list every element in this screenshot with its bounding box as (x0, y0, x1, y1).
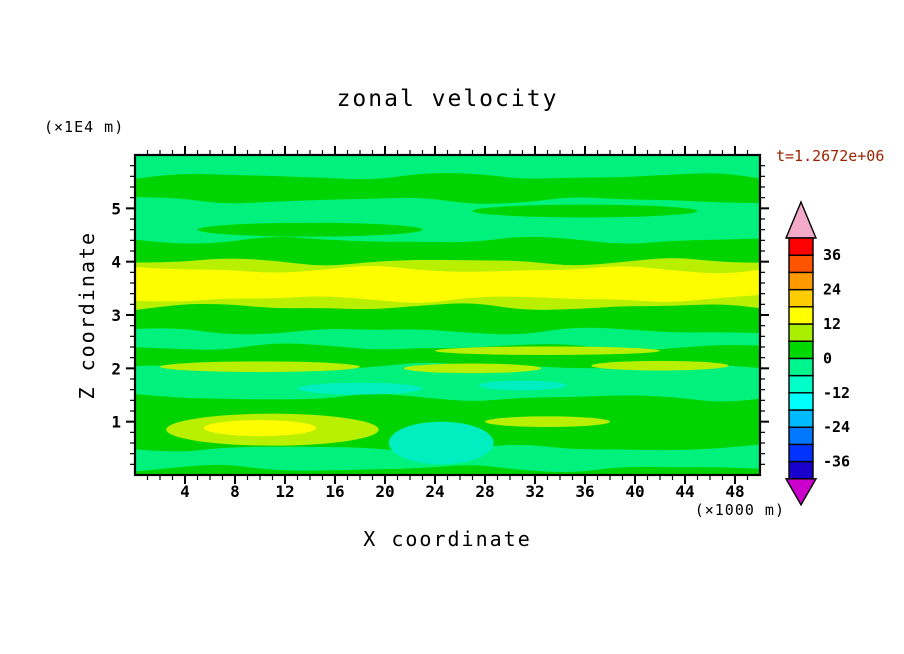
contour-feature (591, 360, 729, 371)
y-tick-label: 5 (111, 199, 121, 218)
x-tick-label: 12 (275, 482, 294, 501)
contour-feature (297, 382, 423, 395)
contour-feature (160, 361, 360, 373)
plot-frame (133, 153, 762, 477)
colorbar-tick-label: -12 (823, 384, 850, 402)
x-tick-label: 32 (525, 482, 544, 501)
colorbar-segment (788, 460, 814, 480)
x-tick-label: 24 (425, 482, 444, 501)
x-tick-label: 40 (625, 482, 644, 501)
contour-feature (472, 204, 698, 218)
x-tick-label: 28 (475, 482, 494, 501)
plot-title: zonal velocity (336, 86, 559, 112)
colorbar: 36 24 12 0 -12 -24 -36 (784, 200, 850, 507)
y-axis-unit: (×1E4 m) (44, 118, 125, 136)
contour-band (135, 464, 760, 475)
x-axis-title: X coordinate (363, 527, 532, 551)
colorbar-segment (788, 271, 814, 291)
x-tick-label: 16 (325, 482, 344, 501)
x-axis-unit: (×1000 m) (694, 501, 785, 519)
contour-feature (203, 420, 317, 437)
colorbar-segment (788, 374, 814, 394)
colorbar-segment (788, 288, 814, 308)
colorbar-segment (788, 254, 814, 274)
colorbar-segment (788, 426, 814, 446)
colorbar-tick-label: 24 (823, 281, 841, 299)
x-tick-label: 4 (180, 482, 190, 501)
x-tick-label: 48 (725, 482, 744, 501)
colorbar-segment (788, 237, 814, 256)
contour-feature (197, 222, 423, 237)
time-label: t=1.2672e+06 (776, 147, 885, 165)
x-tick-label: 20 (375, 482, 394, 501)
colorbar-arrow-down (784, 478, 818, 507)
colorbar-segment (788, 409, 814, 428)
colorbar-arrow-up (784, 200, 818, 239)
colorbar-tick-label: -36 (823, 453, 850, 471)
y-tick-label: 4 (111, 253, 121, 272)
y-tick-label: 1 (111, 413, 121, 432)
y-axis-title-text: Z coordinate (75, 230, 99, 400)
y-tick-label: 3 (111, 306, 121, 325)
x-tick-label: 36 (575, 482, 594, 501)
colorbar-tick-label: 12 (823, 315, 841, 333)
x-tick-label: 44 (675, 482, 694, 501)
colorbar-segment (788, 357, 814, 377)
contour-feature (485, 416, 610, 427)
contour-feature (435, 346, 660, 355)
colorbar-segment (788, 443, 814, 463)
colorbar-segment (788, 306, 814, 325)
contour-plot-canvas (135, 155, 760, 475)
colorbar-tick-label: 36 (823, 246, 841, 264)
colorbar-segment (788, 340, 814, 360)
colorbar-segment (788, 392, 814, 411)
colorbar-tick-label: -24 (823, 418, 850, 436)
colorbar-segment (788, 323, 814, 342)
y-axis-title: Z coordinate (70, 155, 104, 475)
contour-feature (388, 421, 494, 465)
colorbar-tick-label: 0 (823, 349, 832, 367)
x-tick-label: 8 (230, 482, 240, 501)
y-tick-label: 2 (111, 359, 121, 378)
contour-feature (403, 363, 542, 374)
contour-feature (478, 380, 567, 391)
